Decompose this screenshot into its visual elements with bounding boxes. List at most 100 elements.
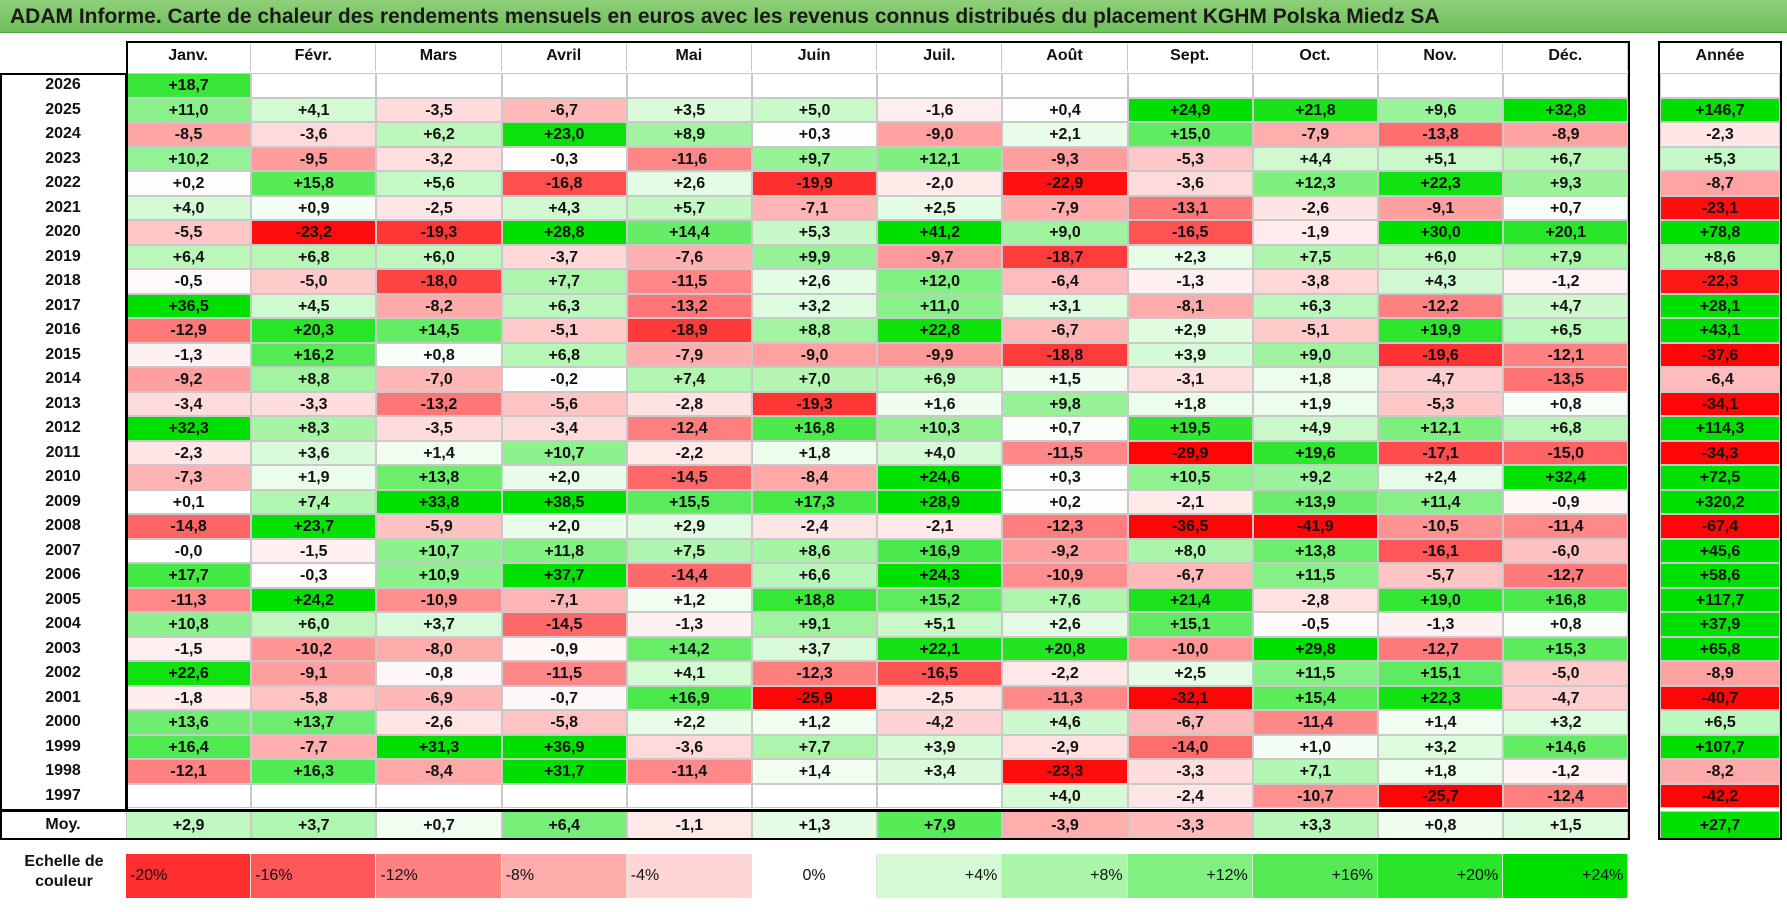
- annual-cell: +5,3: [1660, 146, 1780, 171]
- heatmap-cell: -11,4: [1252, 710, 1378, 735]
- annual-cell: -34,3: [1660, 440, 1780, 465]
- heatmap-cell: [626, 73, 752, 98]
- heatmap-cell: -9,5: [251, 146, 377, 171]
- heatmap-cell: +11,8: [501, 538, 627, 563]
- heatmap-cell: +6,0: [251, 612, 377, 637]
- heatmap-cell: -11,3: [1002, 685, 1128, 710]
- average-cell: +0,7: [376, 811, 502, 839]
- heatmap-cell: +2,5: [877, 195, 1003, 220]
- heatmap-cell: -18,0: [376, 269, 502, 294]
- row-year-label: 2021: [45, 198, 81, 216]
- heatmap-cell: +6,0: [1378, 244, 1504, 269]
- heatmap-cell: -10,5: [1378, 514, 1504, 539]
- heatmap-cell: -25,9: [752, 685, 878, 710]
- heatmap-cell: -12,4: [626, 416, 752, 441]
- heatmap-cell: +21,4: [1127, 587, 1253, 612]
- heatmap-cell: +29,8: [1252, 636, 1378, 661]
- heatmap-cell: +8,3: [251, 416, 377, 441]
- heatmap-cell: -14,5: [501, 612, 627, 637]
- heatmap-cell: -6,7: [1002, 318, 1128, 343]
- heatmap-cell: +1,4: [376, 440, 502, 465]
- heatmap-cell: +20,1: [1503, 220, 1629, 245]
- annual-cell: +78,8: [1660, 220, 1780, 245]
- heatmap-cell: -6,0: [1503, 538, 1629, 563]
- row-year-label: 2007: [45, 541, 81, 559]
- heatmap-cell: +0,3: [1002, 465, 1128, 490]
- heatmap-cell: -2,4: [1127, 783, 1253, 808]
- heatmap-cell: -6,7: [1127, 563, 1253, 588]
- heatmap-cell: -1,5: [126, 636, 252, 661]
- heatmap-cell: +2,6: [1002, 612, 1128, 637]
- heatmap-cell: +6,6: [752, 563, 878, 588]
- row-year-label: 2016: [45, 321, 81, 338]
- heatmap-cell: +13,8: [1252, 538, 1378, 563]
- row-year-label: 2017: [45, 296, 81, 314]
- column-header: Sept.: [1127, 41, 1253, 71]
- heatmap-cell: +16,3: [251, 759, 377, 784]
- heatmap-cell: +4,5: [251, 293, 377, 318]
- heatmap-cell: +9,0: [1002, 220, 1128, 245]
- heatmap-cell: -4,7: [1378, 367, 1504, 392]
- heatmap-cell: +18,7: [126, 73, 252, 98]
- row-year-label: 2002: [45, 664, 81, 681]
- annual-cell: +43,1: [1660, 318, 1780, 343]
- heatmap-cell: +6,8: [251, 244, 377, 269]
- heatmap-cell: -13,2: [376, 391, 502, 416]
- heatmap-cell: -7,0: [376, 367, 502, 392]
- annual-cell: +72,5: [1660, 465, 1780, 490]
- color-scale-label-line1: Echelle de: [24, 853, 104, 870]
- heatmap-cell: +16,4: [126, 734, 252, 759]
- heatmap-cell: -1,3: [126, 342, 252, 367]
- heatmap-cell: +24,6: [877, 465, 1003, 490]
- average-annual-cell: +27,7: [1660, 811, 1780, 839]
- heatmap-cell: -9,9: [877, 342, 1003, 367]
- heatmap-cell: -19,3: [376, 220, 502, 245]
- year-column-header: Année: [1660, 41, 1780, 71]
- heatmap-cell: -5,6: [501, 391, 627, 416]
- heatmap-cell: -23,2: [251, 220, 377, 245]
- heatmap-cell: +16,9: [877, 538, 1003, 563]
- heatmap-cell: -9,1: [1378, 195, 1504, 220]
- annual-cell: -8,9: [1660, 661, 1780, 686]
- heatmap-cell: +22,8: [877, 318, 1003, 343]
- average-cell: -3,9: [1002, 811, 1128, 839]
- heatmap-cell: -18,9: [626, 318, 752, 343]
- heatmap-cell: [1002, 73, 1128, 98]
- heatmap-cell: [501, 73, 627, 98]
- heatmap-cell: +3,2: [1378, 734, 1504, 759]
- heatmap-cell: [752, 73, 878, 98]
- heatmap-cell: +6,0: [376, 244, 502, 269]
- row-year-label: 2011: [45, 443, 81, 461]
- column-header: Août: [1002, 41, 1128, 71]
- heatmap-cell: +16,8: [752, 416, 878, 441]
- average-cell: +7,9: [877, 811, 1003, 839]
- heatmap-cell: -0,3: [501, 146, 627, 171]
- heatmap-cell: -2,5: [376, 195, 502, 220]
- heatmap-cell: +1,8: [752, 440, 878, 465]
- heatmap-cell: -2,4: [752, 514, 878, 539]
- row-year-label: 1999: [45, 737, 81, 755]
- heatmap-cell: -22,9: [1002, 171, 1128, 196]
- heatmap-cell: -2,6: [1252, 195, 1378, 220]
- heatmap-cell: +8,8: [251, 367, 377, 392]
- heatmap-cell: -7,1: [752, 195, 878, 220]
- heatmap-cell: -15,0: [1503, 440, 1629, 465]
- row-year-label: 2025: [45, 100, 81, 118]
- heatmap-cell: +15,5: [626, 489, 752, 514]
- heatmap-cell: +0,1: [126, 489, 252, 514]
- heatmap-cell: +3,2: [1503, 710, 1629, 735]
- heatmap-cell: +28,8: [501, 220, 627, 245]
- heatmap-cell: -1,9: [1252, 220, 1378, 245]
- heatmap-cell: -0,5: [1252, 612, 1378, 637]
- heatmap-cell: +15,8: [251, 171, 377, 196]
- heatmap-cell: +11,0: [877, 293, 1003, 318]
- row-year-label: 2012: [45, 419, 81, 436]
- color-scale-swatch: -20%: [126, 854, 252, 898]
- annual-cell: +146,7: [1660, 97, 1780, 122]
- heatmap-cell: +0,2: [126, 171, 252, 196]
- heatmap-cell: -11,4: [1503, 514, 1629, 539]
- heatmap-cell: -2,1: [1127, 489, 1253, 514]
- heatmap-cell: +10,5: [1127, 465, 1253, 490]
- column-header: Avril: [501, 41, 627, 71]
- row-year-label: 1997: [45, 786, 81, 804]
